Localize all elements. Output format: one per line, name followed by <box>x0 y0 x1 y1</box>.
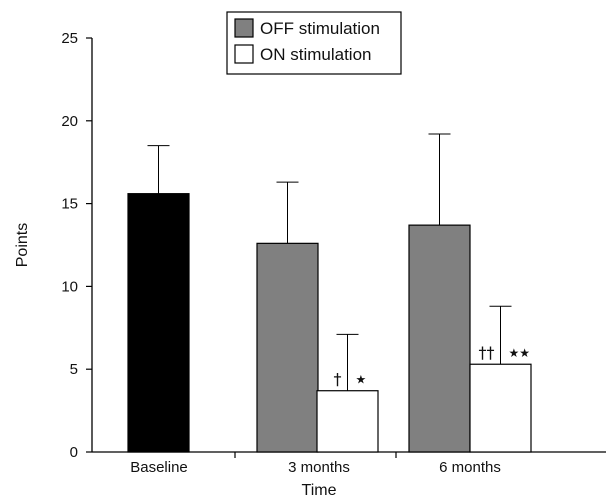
significance-dagger: †† <box>479 343 495 362</box>
legend-label: ON stimulation <box>260 45 371 64</box>
y-tick-label: 25 <box>61 30 78 47</box>
x-tick-label: 3 months <box>288 459 350 476</box>
y-tick-label: 0 <box>70 444 78 461</box>
x-axis-title: Time <box>302 482 337 499</box>
bar <box>469 363 532 453</box>
y-tick-label: 15 <box>61 196 78 213</box>
x-tick-label: 6 months <box>439 459 501 476</box>
y-axis-title: Points <box>14 223 31 267</box>
bar <box>256 242 319 453</box>
x-tick-label: Baseline <box>130 459 188 476</box>
significance-star: ★★ <box>509 346 531 360</box>
legend: OFF stimulation ON stimulation <box>226 11 402 75</box>
legend-swatch <box>234 44 254 64</box>
significance-dagger: † <box>334 370 342 389</box>
bar <box>316 390 379 453</box>
y-tick-label: 20 <box>61 113 78 130</box>
axes: 0 5 10 15 20 25 Baseline 3 months 6 months <box>61 30 606 476</box>
y-tick-label: 5 <box>70 361 78 378</box>
bar <box>127 193 190 453</box>
legend-swatch <box>234 18 254 38</box>
legend-box <box>226 11 402 75</box>
y-tick-label: 10 <box>61 278 78 295</box>
bars: † ★ †† ★★ <box>127 133 532 453</box>
bar <box>408 224 471 453</box>
significance-star: ★ <box>356 373 367 387</box>
legend-label: OFF stimulation <box>260 19 380 38</box>
